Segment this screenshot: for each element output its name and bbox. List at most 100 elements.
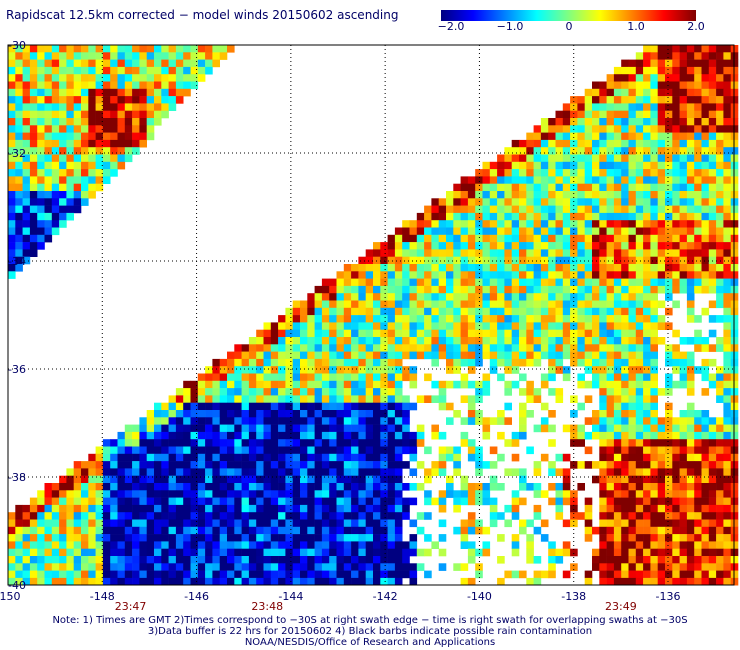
wind-difference-cell xyxy=(701,125,710,133)
wind-difference-cell xyxy=(124,504,133,513)
wind-difference-cell xyxy=(183,88,191,97)
wind-difference-cell xyxy=(708,96,717,104)
wind-difference-cell xyxy=(716,446,724,455)
wind-difference-cell xyxy=(292,519,301,528)
wind-difference-cell xyxy=(577,147,585,155)
wind-difference-cell xyxy=(694,169,702,177)
wind-difference-cell xyxy=(650,358,658,367)
wind-difference-cell xyxy=(716,183,724,192)
wind-difference-cell xyxy=(241,504,250,513)
wind-difference-cell xyxy=(672,139,680,148)
wind-difference-cell xyxy=(270,577,279,586)
wind-difference-cell xyxy=(321,439,330,447)
wind-difference-cell xyxy=(343,315,352,323)
wind-difference-cell xyxy=(132,504,140,513)
wind-difference-cell xyxy=(139,497,147,506)
wind-difference-cell xyxy=(482,461,491,469)
wind-difference-cell xyxy=(650,118,658,126)
wind-difference-cell xyxy=(708,541,717,549)
wind-difference-cell xyxy=(44,556,53,564)
wind-difference-cell xyxy=(657,271,666,279)
wind-difference-cell xyxy=(248,577,257,586)
wind-difference-cell xyxy=(394,577,403,586)
wind-difference-cell xyxy=(723,293,731,301)
wind-difference-cell xyxy=(29,548,38,557)
wind-difference-cell xyxy=(394,337,403,345)
wind-difference-cell xyxy=(438,249,447,257)
wind-difference-cell xyxy=(467,417,476,425)
wind-difference-cell xyxy=(66,205,74,214)
wind-difference-cell xyxy=(621,548,629,557)
wind-difference-cell xyxy=(592,337,600,345)
wind-difference-cell xyxy=(701,242,710,250)
wind-difference-cell xyxy=(110,59,118,68)
wind-difference-cell xyxy=(621,373,629,382)
wind-difference-cell xyxy=(183,402,191,411)
wind-difference-cell xyxy=(124,74,133,82)
wind-difference-cell xyxy=(665,264,673,272)
wind-difference-cell xyxy=(613,446,622,455)
wind-difference-cell xyxy=(154,431,162,440)
wind-difference-cell xyxy=(292,461,301,469)
wind-difference-cell xyxy=(365,278,374,287)
wind-difference-cell xyxy=(292,358,301,367)
wind-difference-cell xyxy=(81,483,89,491)
wind-difference-cell xyxy=(650,453,658,462)
wind-difference-cell xyxy=(278,577,286,586)
wind-difference-cell xyxy=(482,183,491,192)
wind-difference-cell xyxy=(343,410,352,418)
wind-difference-cell xyxy=(139,534,147,542)
wind-difference-cell xyxy=(694,504,702,513)
wind-difference-cell xyxy=(635,278,644,287)
wind-difference-cell xyxy=(599,570,607,579)
wind-difference-cell xyxy=(190,504,199,513)
wind-difference-cell xyxy=(175,417,184,425)
wind-difference-cell xyxy=(197,410,206,418)
wind-difference-cell xyxy=(219,410,228,418)
wind-difference-cell xyxy=(44,570,53,579)
wind-difference-cell xyxy=(263,358,272,367)
wind-difference-cell xyxy=(526,519,534,528)
wind-difference-cell xyxy=(44,118,53,126)
wind-difference-cell xyxy=(453,410,461,418)
wind-difference-cell xyxy=(380,417,388,425)
wind-difference-cell xyxy=(716,570,724,579)
wind-difference-cell xyxy=(584,534,593,542)
wind-difference-cell xyxy=(110,577,118,586)
wind-difference-cell xyxy=(8,96,16,104)
wind-difference-cell xyxy=(256,431,264,440)
wind-difference-cell xyxy=(438,227,447,236)
wind-difference-cell xyxy=(606,234,615,243)
wind-difference-cell xyxy=(8,205,16,214)
wind-difference-cell xyxy=(613,81,622,90)
wind-difference-cell xyxy=(555,220,564,228)
wind-difference-cell xyxy=(22,249,31,257)
wind-difference-cell xyxy=(59,161,67,170)
wind-difference-cell xyxy=(599,278,607,287)
wind-difference-cell xyxy=(606,118,615,126)
wind-difference-cell xyxy=(592,125,600,133)
wind-difference-cell xyxy=(643,132,651,141)
wind-difference-cell xyxy=(621,220,629,228)
wind-difference-cell xyxy=(511,366,520,374)
wind-difference-cell xyxy=(570,395,578,403)
wind-difference-cell xyxy=(555,147,564,155)
wind-difference-cell xyxy=(453,256,461,265)
wind-difference-cell xyxy=(489,198,498,206)
wind-difference-cell xyxy=(15,256,23,265)
wind-difference-cell xyxy=(22,139,31,148)
wind-difference-cell xyxy=(621,461,629,469)
wind-difference-cell xyxy=(701,490,710,498)
wind-difference-cell xyxy=(446,271,454,279)
wind-difference-cell xyxy=(665,103,673,111)
wind-difference-cell xyxy=(606,256,615,265)
wind-difference-cell xyxy=(88,453,96,462)
wind-difference-cell xyxy=(292,322,301,330)
wind-difference-cell xyxy=(190,541,199,549)
wind-difference-cell xyxy=(102,125,111,133)
wind-difference-cell xyxy=(504,344,512,352)
wind-difference-cell xyxy=(424,570,432,579)
wind-difference-cell xyxy=(694,519,702,528)
wind-difference-cell xyxy=(613,548,622,557)
wind-difference-cell xyxy=(599,96,607,104)
